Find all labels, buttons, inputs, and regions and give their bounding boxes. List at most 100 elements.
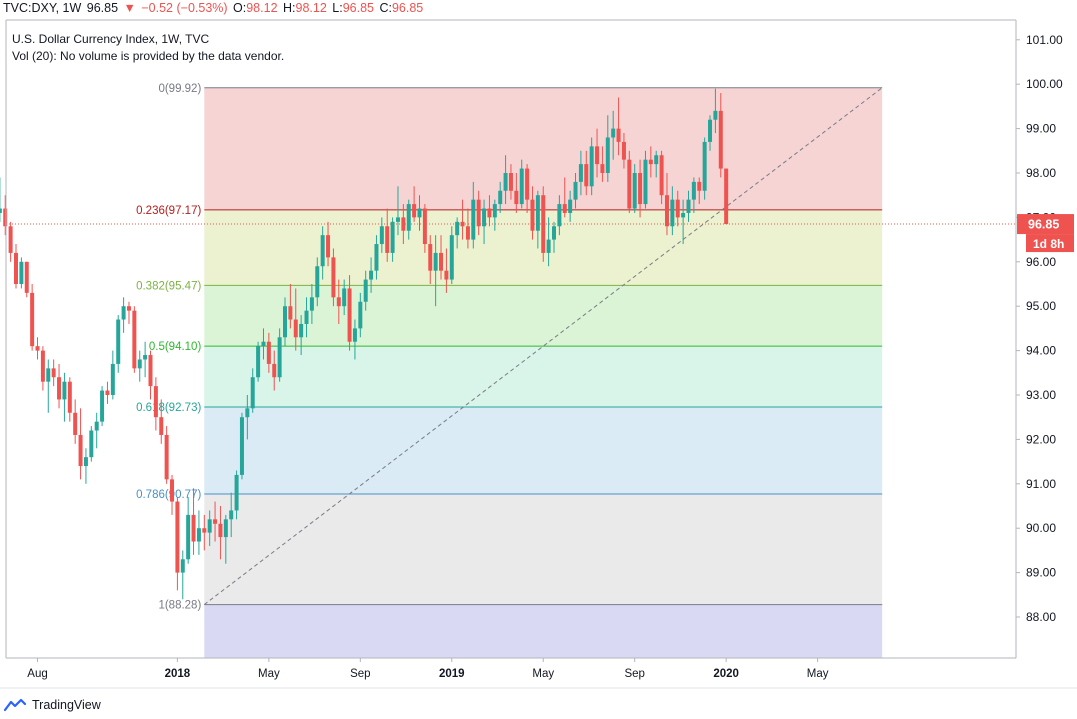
candle-body: [266, 341, 271, 364]
candle-body: [600, 164, 605, 173]
close-value: 96.85: [391, 1, 424, 15]
y-tick-label: 92.00: [1026, 432, 1056, 446]
candle: [94, 412, 99, 449]
candle-body: [611, 128, 616, 138]
y-tick-label: 101.00: [1026, 33, 1063, 47]
candle-body: [385, 226, 390, 253]
candle: [14, 244, 18, 289]
low-value: 96.85: [342, 1, 374, 15]
candle-body: [40, 350, 45, 382]
volume-note[interactable]: Vol (20): No volume is provided by the d…: [12, 49, 285, 63]
x-tick-label: May: [807, 668, 829, 680]
candle: [476, 190, 481, 236]
brand-footer[interactable]: TradingView: [4, 695, 101, 715]
candle-body: [293, 319, 298, 338]
fib-level-label: 0.786(90.77): [136, 489, 201, 501]
candle-body: [116, 319, 121, 364]
candle: [525, 164, 530, 213]
candle: [46, 359, 51, 413]
candle: [401, 204, 406, 245]
candle: [422, 204, 427, 253]
change-arrow-icon: ▼: [123, 1, 136, 15]
candle-body: [121, 306, 126, 320]
candle: [708, 115, 713, 151]
y-tick-label: 96.00: [1026, 255, 1056, 269]
candle: [347, 275, 352, 351]
candle-body: [412, 204, 417, 218]
y-tick-label: 94.00: [1026, 344, 1056, 358]
fib-level-label: 0.5(94.10): [149, 341, 202, 353]
candle-body: [196, 528, 201, 542]
candle-body: [256, 346, 261, 378]
candle: [718, 93, 723, 178]
candle: [557, 195, 562, 236]
candle-body: [315, 266, 320, 298]
candle: [30, 284, 35, 351]
candle: [309, 284, 314, 324]
candle-body: [487, 208, 492, 218]
chart-title[interactable]: U.S. Dollar Currency Index, 1W, TVC: [12, 32, 210, 46]
candle: [664, 173, 669, 236]
last-price-tag-value: 96.85: [1028, 218, 1059, 232]
candle: [62, 372, 67, 422]
candle-body: [691, 181, 696, 200]
candle: [444, 248, 449, 293]
candle-body: [621, 141, 626, 160]
candle: [595, 128, 600, 178]
candle-body: [552, 226, 556, 240]
candle-body: [632, 173, 637, 209]
candle-body: [428, 244, 433, 271]
candle: [315, 257, 320, 307]
x-tick-label: Sep: [350, 668, 370, 680]
candle: [137, 350, 142, 382]
candle: [207, 510, 212, 546]
candle: [412, 186, 417, 222]
candle: [482, 199, 487, 245]
candle-body: [525, 168, 530, 200]
candle: [568, 190, 573, 222]
candle: [116, 315, 121, 373]
candle: [578, 150, 583, 196]
candle-body: [492, 204, 497, 218]
candle-body: [374, 244, 379, 271]
candle-body: [369, 270, 374, 280]
candle-body: [498, 190, 503, 205]
candle: [51, 359, 56, 387]
candle-body: [460, 221, 465, 227]
candle-body: [73, 412, 78, 435]
candle-body: [686, 199, 691, 213]
last-price-tag: [1017, 214, 1074, 235]
candle: [180, 550, 185, 600]
candle: [584, 150, 589, 196]
candle: [153, 377, 158, 431]
candle-body: [100, 390, 105, 422]
candle-body: [573, 181, 578, 200]
candle: [541, 186, 546, 262]
candle-body: [718, 110, 723, 169]
candle: [78, 408, 83, 480]
y-tick-label: 88.00: [1026, 610, 1056, 624]
candle: [455, 217, 460, 249]
symbol-label[interactable]: TVC:DXY, 1W: [3, 1, 82, 15]
candle-body: [309, 297, 314, 311]
candle-body: [508, 173, 513, 191]
candle: [213, 501, 218, 542]
y-tick-label: 93.00: [1026, 388, 1056, 402]
candle: [552, 221, 556, 253]
candle-body: [342, 288, 347, 307]
candle-body: [648, 159, 653, 165]
candle-body: [347, 288, 352, 342]
x-tick-label: 2019: [439, 668, 465, 680]
candle: [417, 195, 422, 231]
candle: [100, 386, 105, 427]
candle-body: [170, 479, 175, 502]
candle: [681, 199, 686, 245]
candle: [369, 257, 374, 293]
candle-body: [223, 519, 228, 538]
y-tick-label: 91.00: [1026, 477, 1056, 491]
candle-body: [51, 368, 56, 378]
fib-level-label: 0.382(95.47): [136, 280, 201, 292]
candle: [358, 292, 363, 338]
candle-body: [724, 168, 729, 225]
